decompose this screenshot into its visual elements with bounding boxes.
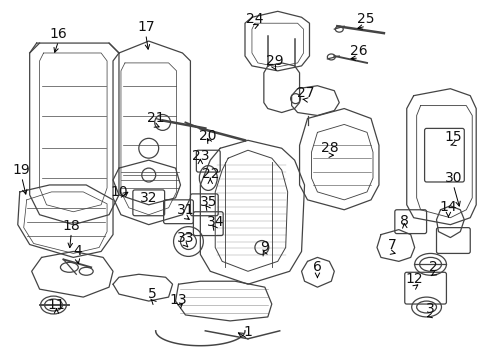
Text: 4: 4 bbox=[73, 244, 81, 258]
Text: 19: 19 bbox=[13, 163, 31, 177]
Text: 12: 12 bbox=[405, 272, 423, 286]
Text: 16: 16 bbox=[49, 27, 67, 41]
Text: 27: 27 bbox=[296, 86, 314, 100]
Text: 33: 33 bbox=[176, 230, 194, 244]
Text: 20: 20 bbox=[198, 129, 216, 143]
Text: 11: 11 bbox=[47, 298, 65, 312]
Text: 35: 35 bbox=[199, 195, 217, 209]
Text: 18: 18 bbox=[62, 219, 80, 233]
Text: 8: 8 bbox=[400, 214, 408, 228]
Text: 26: 26 bbox=[349, 44, 367, 58]
Text: 17: 17 bbox=[137, 20, 154, 34]
Text: 28: 28 bbox=[320, 141, 338, 155]
Text: 32: 32 bbox=[140, 191, 157, 205]
Text: 9: 9 bbox=[260, 240, 269, 255]
Text: 34: 34 bbox=[206, 215, 224, 229]
Text: 6: 6 bbox=[312, 260, 321, 274]
Text: 15: 15 bbox=[444, 130, 461, 144]
Text: 21: 21 bbox=[146, 112, 164, 126]
Text: 22: 22 bbox=[201, 167, 219, 181]
Text: 5: 5 bbox=[148, 287, 157, 301]
Text: 14: 14 bbox=[439, 200, 456, 214]
Text: 1: 1 bbox=[243, 325, 252, 339]
Text: 23: 23 bbox=[191, 149, 209, 163]
Text: 3: 3 bbox=[426, 302, 434, 316]
Text: 31: 31 bbox=[176, 203, 194, 217]
Text: 24: 24 bbox=[245, 12, 263, 26]
Text: 10: 10 bbox=[110, 185, 127, 199]
Text: 25: 25 bbox=[357, 12, 374, 26]
Text: 7: 7 bbox=[386, 238, 395, 252]
Text: 29: 29 bbox=[265, 54, 283, 68]
Text: 13: 13 bbox=[169, 293, 187, 307]
Text: 30: 30 bbox=[444, 171, 461, 185]
Text: 2: 2 bbox=[428, 260, 437, 274]
